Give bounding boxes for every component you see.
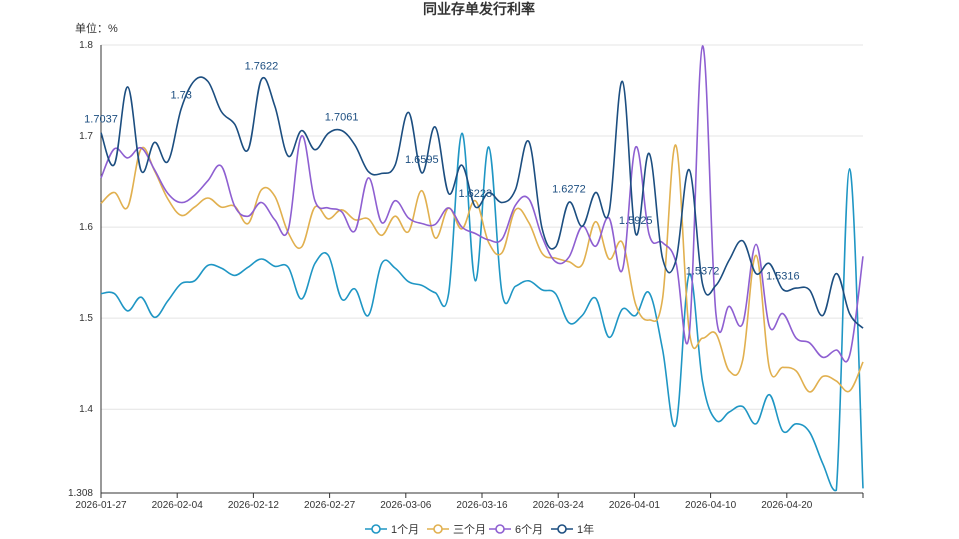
series-line-2 <box>100 144 864 393</box>
x-tick-label: 2026-04-10 <box>685 500 737 511</box>
legend-swatch-marker <box>371 524 381 534</box>
legend-item-label[interactable]: 1个月 <box>391 523 419 536</box>
y-tick-label: 1.4 <box>79 404 93 415</box>
y-tick-label: 1.5 <box>79 313 93 324</box>
data-label: 1.5316 <box>766 270 800 282</box>
x-tick-label: 2026-01-27 <box>75 500 127 511</box>
data-label: 1.7622 <box>245 60 279 72</box>
y-tick-label: 1.8 <box>79 40 93 51</box>
unit-label: 单位：% <box>75 21 118 35</box>
axes: 1.308 1.4 1.5 1.6 1.7 1.8 2026-01-27 2026-02-04… <box>68 40 864 511</box>
data-label: 1.7037 <box>84 114 118 126</box>
series-line-1 <box>100 132 864 492</box>
x-tick-label: 2026-03-24 <box>533 500 585 511</box>
legend-item-label[interactable]: 1年 <box>577 522 594 536</box>
y-tick-label: 1.6 <box>79 222 93 233</box>
data-label: 1.73 <box>170 90 191 102</box>
data-label: 1.6272 <box>552 183 586 195</box>
x-tick-label: 2026-02-12 <box>228 500 280 511</box>
legend[interactable]: 1个月 三个月 6个月 1年 <box>365 522 594 536</box>
data-label: 1.5925 <box>619 215 653 227</box>
y-tick-label: 1.308 <box>68 488 93 499</box>
legend-item-label[interactable]: 三个月 <box>453 523 486 536</box>
data-label: 1.6595 <box>405 154 439 166</box>
legend-swatch-marker <box>433 524 443 534</box>
series-line-4 <box>100 76 864 329</box>
x-tick-label: 2026-04-20 <box>761 500 813 511</box>
legend-item-label[interactable]: 6个月 <box>515 523 543 536</box>
x-tick-label: 2026-04-01 <box>609 500 661 511</box>
data-label: 1.7061 <box>325 112 359 124</box>
legend-swatch-marker <box>495 524 505 534</box>
data-label: 1.6223 <box>458 188 492 200</box>
x-tick-label: 2026-03-16 <box>456 500 508 511</box>
chart-title: 同业存单发行利率 <box>423 1 535 17</box>
y-tick-label: 1.7 <box>79 131 93 142</box>
x-tick-label: 2026-03-06 <box>380 500 432 511</box>
data-label: 1.5372 <box>686 265 720 277</box>
legend-swatch-marker <box>557 524 567 534</box>
annotation-layer: 1.7037 1.73 1.7622 1.7061 1.6595 1.6223 1.6272… <box>84 60 799 282</box>
x-tick-label: 2026-02-04 <box>152 500 204 511</box>
series-line-3 <box>100 45 864 363</box>
series-layer <box>100 45 864 492</box>
x-tick-label: 2026-02-27 <box>304 500 356 511</box>
